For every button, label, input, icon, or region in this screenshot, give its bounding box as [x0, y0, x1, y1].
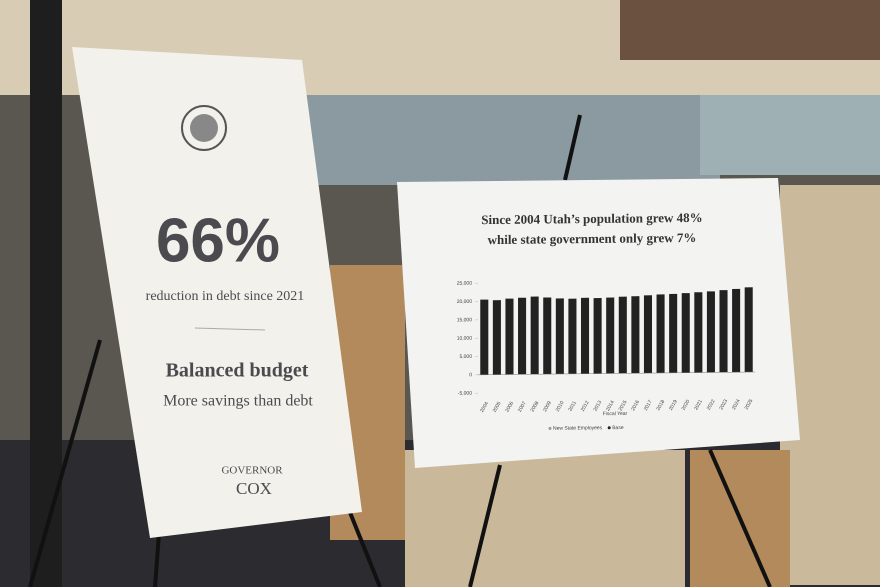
stat: 66% — [156, 206, 280, 275]
x-tick-label: 2009 — [542, 400, 553, 413]
state-seal-center — [190, 114, 218, 142]
bar — [744, 287, 753, 373]
y-tick-label: -5,000 — [458, 391, 472, 397]
chart-title: Since 2004 Utah’s population grew 48% — [481, 210, 702, 227]
stat-caption: reduction in debt since 2021 — [146, 289, 305, 304]
bar — [505, 298, 514, 375]
x-tick-label: 2020 — [681, 399, 692, 412]
x-tick-label: 2017 — [643, 399, 654, 412]
y-tick-label: 0 — [469, 372, 472, 378]
easel-leg — [343, 499, 382, 587]
y-tick-label: 10,000 — [457, 336, 473, 342]
x-tick-label: 2010 — [555, 400, 566, 413]
bar — [669, 293, 678, 373]
bar — [606, 297, 615, 374]
x-tick-label: 2005 — [492, 401, 503, 414]
legend-marker — [607, 426, 611, 430]
x-tick-label: 2012 — [580, 400, 591, 413]
windows-right — [700, 95, 880, 175]
bookshelf-right — [780, 185, 880, 585]
y-tick-label: 15,000 — [457, 317, 473, 323]
bar — [568, 298, 577, 374]
x-tick-label: 2025 — [744, 398, 755, 411]
x-tick-label: 2014 — [605, 399, 616, 412]
x-tick-label: 2004 — [479, 401, 490, 414]
y-tick-label: 5,000 — [459, 354, 472, 360]
x-tick-label: 2021 — [693, 399, 704, 412]
bar — [518, 297, 527, 375]
legend-label: New State Employees — [553, 425, 603, 432]
x-tick-label: 2024 — [731, 398, 742, 411]
legend-label: Base — [612, 425, 624, 431]
signature: COX — [236, 479, 272, 498]
state-seal — [181, 105, 227, 151]
y-tick-label: 20,000 — [457, 299, 473, 305]
bar — [593, 298, 602, 374]
heading: Balanced budget — [166, 360, 309, 382]
bar — [631, 296, 640, 374]
bar — [480, 299, 489, 375]
y-tick-label: 25,000 — [457, 281, 473, 287]
wood-ceiling — [620, 0, 880, 60]
x-tick-label: 2015 — [618, 399, 629, 412]
bar — [618, 296, 627, 374]
x-tick-label: 2018 — [655, 399, 666, 412]
bar — [694, 292, 703, 373]
bar — [719, 290, 728, 373]
x-tick-label: 2023 — [718, 398, 729, 411]
bar — [555, 298, 564, 375]
subheading: More savings than debt — [163, 393, 313, 410]
divider — [194, 327, 266, 331]
easel-leg — [708, 449, 772, 587]
bar — [580, 297, 590, 374]
easel-leg — [28, 339, 102, 587]
left-poster: 66% reduction in debt since 2021 Balance… — [72, 47, 362, 538]
poster-board — [72, 47, 362, 538]
bar — [492, 300, 501, 375]
x-tick-label: 2008 — [530, 400, 541, 413]
easel-top — [563, 114, 582, 181]
signature: GOVERNOR — [221, 465, 283, 477]
pillar — [30, 0, 62, 587]
chart: Since 2004 Utah’s population grew 48% wh… — [457, 210, 755, 432]
legend-marker — [548, 426, 552, 430]
easel-leg — [468, 464, 502, 587]
x-tick-label: 2022 — [706, 398, 717, 411]
x-tick-label: 2007 — [517, 400, 528, 413]
bar — [543, 297, 552, 375]
x-tick-label: 2011 — [567, 400, 578, 413]
x-axis-label: Fiscal Year — [603, 411, 628, 417]
bar — [656, 294, 665, 373]
bar — [681, 293, 690, 373]
x-tick-label: 2019 — [668, 399, 679, 412]
baseline — [478, 371, 755, 376]
bar — [706, 291, 715, 373]
bar — [530, 296, 539, 375]
x-tick-label: 2016 — [630, 399, 641, 412]
bookshelf — [405, 450, 685, 587]
x-tick-label: 2013 — [593, 400, 604, 413]
bar — [643, 295, 653, 374]
windows — [300, 95, 720, 185]
chart-title: while state government only grew 7% — [488, 230, 697, 247]
bar — [732, 288, 741, 373]
x-tick-label: 2006 — [504, 401, 515, 414]
